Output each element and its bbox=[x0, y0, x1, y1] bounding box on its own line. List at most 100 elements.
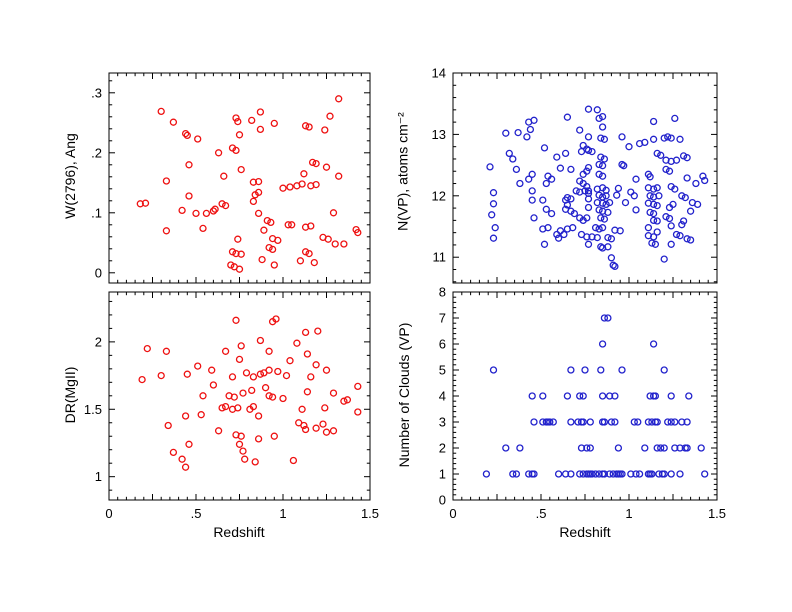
data-point bbox=[576, 126, 584, 134]
data-point bbox=[671, 418, 679, 426]
data-point bbox=[194, 362, 202, 370]
data-point bbox=[540, 144, 549, 152]
data-point bbox=[489, 200, 498, 208]
data-point bbox=[354, 408, 362, 416]
data-point bbox=[491, 224, 499, 232]
data-point bbox=[298, 405, 306, 413]
data-point bbox=[157, 107, 165, 116]
data-point bbox=[488, 211, 496, 219]
xlabel-redshift-left: Redshift bbox=[213, 524, 265, 540]
data-point bbox=[230, 393, 238, 401]
data-point bbox=[660, 470, 668, 478]
data-point bbox=[583, 182, 591, 191]
y-tick-label: 5 bbox=[439, 363, 446, 378]
x-tick-label: 0 bbox=[449, 506, 456, 521]
data-point bbox=[310, 258, 318, 267]
data-point bbox=[221, 347, 230, 355]
x-tick-label: 1.5 bbox=[361, 506, 379, 521]
y-tick-label: 1.5 bbox=[84, 402, 102, 417]
data-point bbox=[560, 230, 568, 239]
data-point bbox=[514, 128, 522, 137]
data-point bbox=[685, 392, 693, 400]
data-point bbox=[627, 188, 635, 196]
data-point bbox=[593, 106, 601, 114]
data-point bbox=[322, 163, 331, 171]
data-point bbox=[667, 134, 675, 142]
panel-dr-mgii-vs-redshift: 1 1.5 2 0 .5 1 1.5 bbox=[84, 291, 379, 521]
data-point bbox=[301, 328, 310, 337]
y-tick-label: 11 bbox=[433, 250, 447, 265]
data-point bbox=[544, 224, 552, 232]
data-point bbox=[649, 200, 658, 209]
data-point bbox=[597, 134, 605, 142]
data-point bbox=[586, 418, 594, 426]
data-point bbox=[265, 347, 273, 355]
data-point bbox=[260, 226, 268, 234]
data-point bbox=[657, 151, 665, 159]
data-point bbox=[322, 366, 331, 374]
data-point bbox=[530, 116, 538, 124]
data-point bbox=[354, 382, 362, 391]
data-point bbox=[667, 222, 675, 230]
data-point bbox=[228, 373, 237, 381]
xlabel-redshift-right: Redshift bbox=[559, 524, 611, 540]
data-point bbox=[256, 108, 265, 116]
data-point bbox=[660, 255, 668, 263]
y-tick-label: 7 bbox=[439, 311, 446, 326]
data-point bbox=[254, 209, 263, 218]
data-point bbox=[567, 366, 575, 374]
data-point bbox=[683, 174, 691, 182]
data-point bbox=[611, 226, 619, 234]
data-point bbox=[679, 152, 688, 160]
data-point bbox=[648, 418, 656, 426]
data-point bbox=[263, 216, 271, 225]
data-point bbox=[597, 153, 605, 161]
data-point bbox=[593, 198, 601, 207]
data-point bbox=[530, 418, 538, 426]
data-point bbox=[572, 187, 580, 195]
data-point bbox=[343, 396, 352, 404]
x-tick-label: 1.5 bbox=[708, 506, 726, 521]
data-point bbox=[671, 444, 679, 452]
data-point bbox=[185, 440, 193, 448]
data-point bbox=[321, 126, 329, 134]
data-point bbox=[563, 113, 572, 121]
data-point bbox=[512, 165, 521, 174]
data-point bbox=[162, 177, 171, 185]
data-point bbox=[649, 185, 658, 193]
data-point bbox=[279, 184, 287, 192]
y-tick-label: 1 bbox=[439, 467, 446, 482]
data-point bbox=[598, 112, 607, 121]
data-point bbox=[181, 129, 190, 138]
data-point bbox=[162, 227, 171, 235]
data-point bbox=[618, 470, 626, 478]
y-tick-label: 2 bbox=[439, 441, 446, 456]
data-point bbox=[305, 249, 313, 258]
data-point bbox=[660, 444, 668, 452]
data-point bbox=[686, 207, 695, 215]
data-point bbox=[665, 203, 674, 212]
data-point bbox=[249, 197, 258, 206]
data-point bbox=[232, 249, 240, 258]
data-point bbox=[340, 397, 348, 405]
data-point bbox=[598, 172, 607, 180]
data-point bbox=[288, 221, 296, 229]
data-point bbox=[634, 418, 642, 426]
data-point bbox=[268, 245, 277, 254]
data-point bbox=[540, 240, 549, 248]
data-point bbox=[664, 418, 672, 426]
panel-nvp-vs-redshift: 11 12 13 14 bbox=[432, 66, 718, 284]
data-point bbox=[220, 172, 228, 180]
data-point bbox=[579, 141, 587, 150]
data-point bbox=[662, 213, 670, 221]
data-point bbox=[261, 384, 270, 392]
data-points-dr-mgii-vs-redshift bbox=[138, 315, 362, 471]
y-tick-label: 13 bbox=[432, 127, 446, 142]
data-point bbox=[598, 199, 607, 207]
data-point bbox=[340, 240, 348, 248]
data-point bbox=[272, 315, 280, 323]
data-point bbox=[671, 185, 679, 193]
ylabel-dr-mgii: DR(MgII) bbox=[62, 366, 78, 424]
data-point bbox=[678, 192, 686, 200]
data-point bbox=[644, 418, 653, 426]
